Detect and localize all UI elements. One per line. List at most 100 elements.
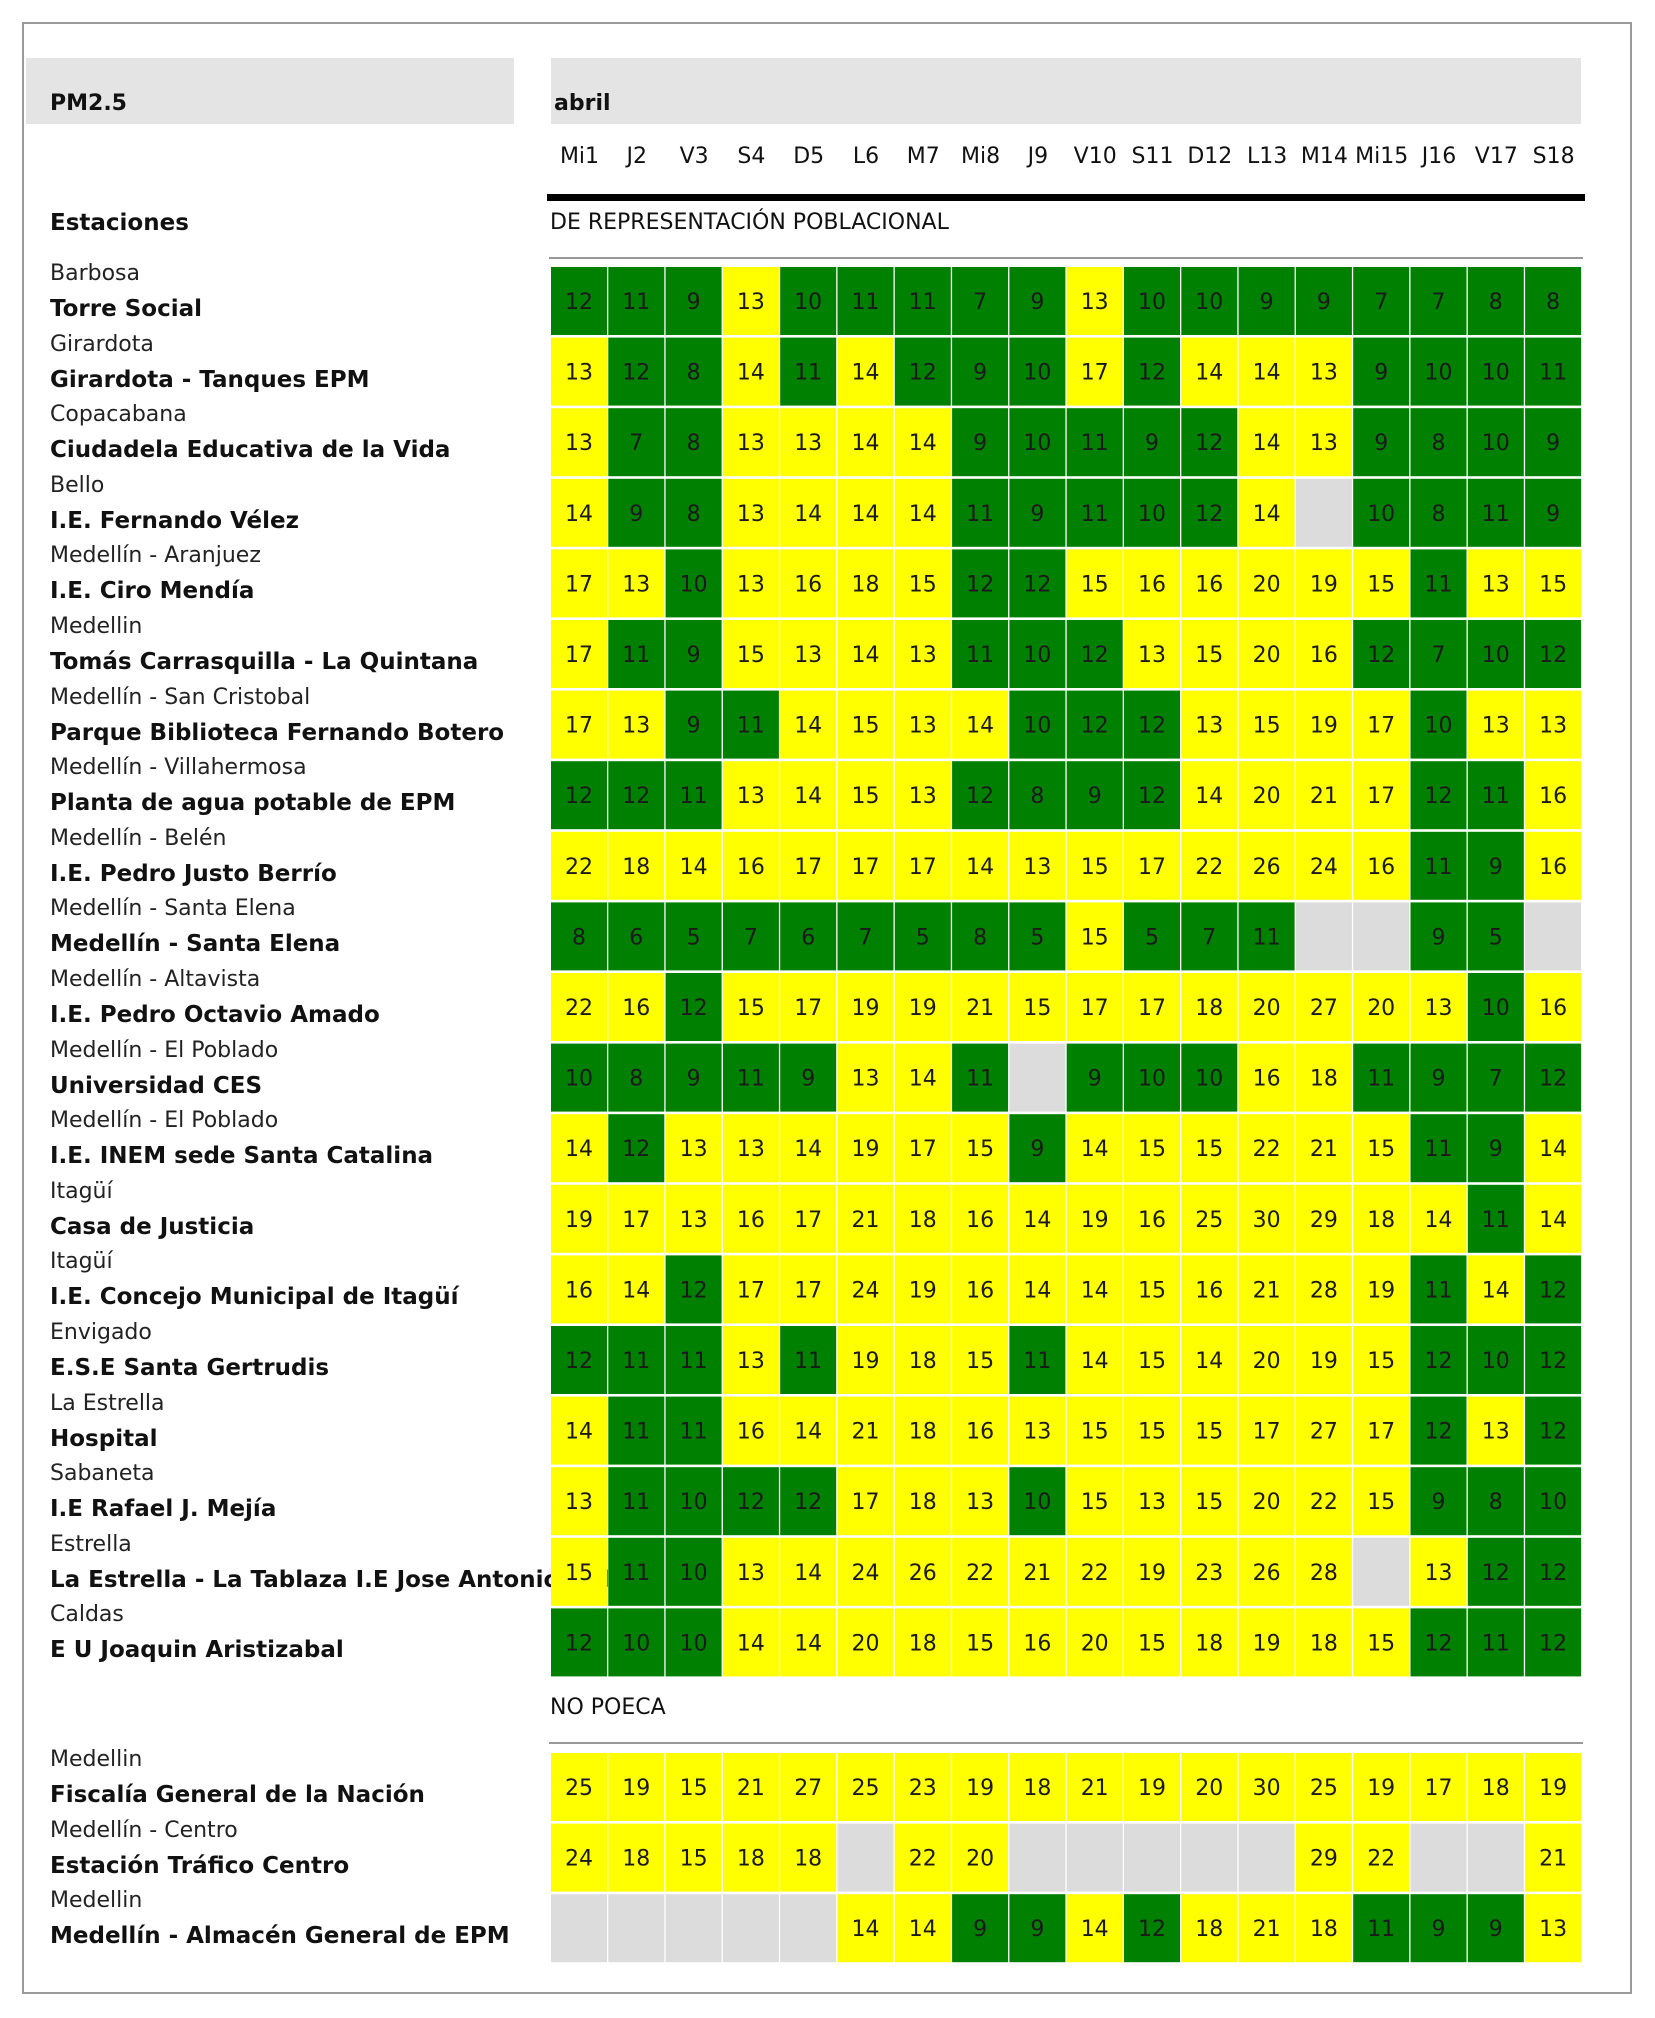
heatmap-cell (665, 761, 722, 830)
heatmap-cell (1525, 549, 1582, 618)
cell-value: 17 (565, 714, 593, 739)
heatmap-cell (1410, 408, 1467, 477)
heatmap-cell (1238, 1255, 1295, 1324)
cell-value: 26 (909, 1561, 937, 1586)
station-name: Casa de Justicia (50, 1213, 255, 1240)
cell-value: 18 (1023, 1776, 1051, 1801)
cell-value: 15 (1138, 1278, 1166, 1303)
cell-value: 13 (737, 502, 765, 527)
cell-value: 22 (1253, 1137, 1281, 1162)
cell-value: 13 (909, 643, 937, 668)
heatmap-cell (551, 1255, 607, 1324)
cell-value: 10 (680, 1631, 708, 1656)
cell-value: 12 (966, 784, 994, 809)
heatmap-cell (1009, 1608, 1066, 1677)
cell-value: 13 (737, 572, 765, 597)
cell-value: 11 (737, 1067, 765, 1092)
cell-value: 16 (966, 1278, 994, 1303)
heatmap-cell (1238, 549, 1295, 618)
heatmap-cell (780, 1326, 837, 1394)
cell-value: 11 (1081, 502, 1109, 527)
heatmap-cell (1124, 1753, 1180, 1821)
heatmap-cell (1353, 1823, 1410, 1892)
cell-value: 10 (1482, 643, 1510, 668)
heatmap-cell (551, 1114, 607, 1183)
cell-value: 15 (1081, 855, 1109, 880)
cell-value: 18 (909, 1420, 937, 1445)
cell-value: 13 (737, 1137, 765, 1162)
heatmap-cell (952, 478, 1009, 547)
heatmap-cell (551, 549, 607, 618)
cell-value: 11 (794, 1349, 822, 1374)
heatmap-cell (1181, 408, 1238, 477)
heatmap-cell (1181, 690, 1238, 759)
cell-value: 25 (565, 1776, 593, 1801)
cell-value: 10 (1023, 431, 1051, 456)
heatmap-cell (608, 1114, 665, 1183)
heatmap-cell (1353, 549, 1410, 618)
heatmap-cell-missing (1181, 1823, 1238, 1892)
heatmap-cell (722, 1753, 779, 1821)
cell-value: 13 (565, 1490, 593, 1515)
heatmap-cell (665, 1043, 722, 1112)
heatmap-cell (1295, 549, 1352, 618)
heatmap-cell (1009, 1753, 1066, 1821)
heatmap-cell (1525, 1823, 1582, 1892)
cell-value: 16 (1253, 1067, 1281, 1092)
cell-value: 10 (1482, 996, 1510, 1021)
heatmap-cell (1066, 267, 1123, 335)
heatmap-cell (1467, 408, 1524, 477)
heatmap-cell (551, 1608, 607, 1677)
cell-value: 14 (852, 1917, 880, 1942)
heatmap-cell (1238, 1894, 1295, 1963)
heatmap-cell (608, 1467, 665, 1536)
day-header-l13: L13 (1246, 144, 1288, 169)
cell-value: 11 (622, 290, 650, 315)
heatmap-cell (894, 1894, 951, 1963)
cell-value: 26 (1253, 1561, 1281, 1586)
cell-value: 11 (1425, 855, 1453, 880)
heatmap-cell (1525, 690, 1582, 759)
heatmap-cell (780, 478, 837, 547)
cell-value: 16 (966, 1420, 994, 1445)
heatmap-cell (1066, 1608, 1123, 1677)
cell-value: 28 (1310, 1561, 1338, 1586)
heatmap-cell (1525, 1894, 1582, 1963)
heatmap-cell (608, 1753, 665, 1821)
heatmap-cell (837, 902, 894, 971)
cell-value: 9 (973, 1917, 987, 1942)
cell-value: 19 (1367, 1278, 1395, 1303)
cell-value: 9 (1030, 502, 1044, 527)
cell-value: 22 (1367, 1847, 1395, 1872)
heatmap-cell (722, 1537, 779, 1606)
heatmap-cell (837, 1114, 894, 1183)
cell-value: 12 (565, 784, 593, 809)
heatmap-cell (1009, 549, 1066, 618)
cell-value: 14 (794, 1561, 822, 1586)
heatmap-cell (1410, 1753, 1467, 1821)
cell-value: 13 (565, 431, 593, 456)
cell-value: 12 (1425, 1420, 1453, 1445)
cell-value: 17 (1367, 784, 1395, 809)
cell-value: 13 (909, 714, 937, 739)
cell-value: 21 (1253, 1278, 1281, 1303)
heatmap-cell-missing (1066, 1823, 1123, 1892)
cell-value: 12 (622, 1137, 650, 1162)
heatmap-cell (551, 690, 607, 759)
heatmap-cell (1181, 1467, 1238, 1536)
cell-value: 8 (1489, 290, 1503, 315)
cell-value: 15 (1367, 572, 1395, 597)
cell-value: 10 (1367, 502, 1395, 527)
heatmap-cell (1124, 690, 1180, 759)
cell-value: 16 (1023, 1631, 1051, 1656)
heatmap-cell (722, 690, 779, 759)
municipality-label: Itagüí (50, 1178, 113, 1204)
heatmap-cell (952, 1396, 1009, 1465)
heatmap-cell (780, 1114, 837, 1183)
heatmap-cell (1066, 1396, 1123, 1465)
heatmap-cell (1009, 1396, 1066, 1465)
cell-value: 13 (622, 572, 650, 597)
heatmap-cell (1353, 1043, 1410, 1112)
heatmap-cell (722, 1326, 779, 1394)
cell-value: 14 (737, 1631, 765, 1656)
